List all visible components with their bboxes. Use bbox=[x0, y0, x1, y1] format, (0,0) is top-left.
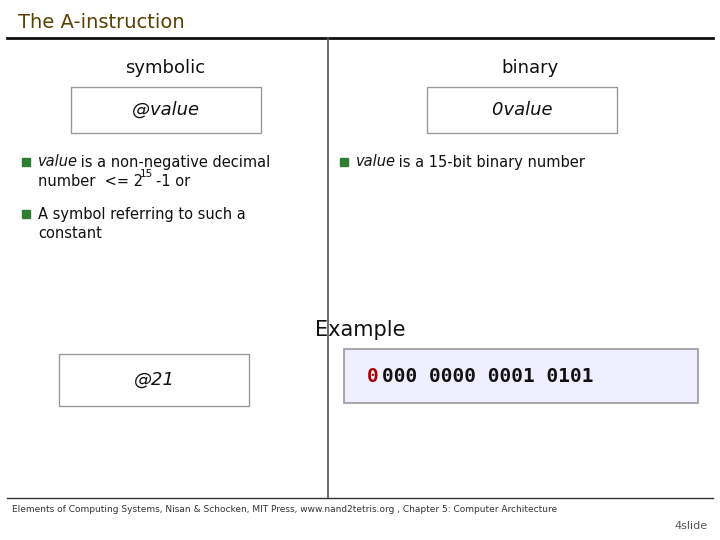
Text: @​value: @​value bbox=[132, 101, 199, 119]
Text: -1 or: -1 or bbox=[156, 174, 190, 190]
Text: binary: binary bbox=[501, 59, 559, 77]
Text: 000 0000 0001 0101: 000 0000 0001 0101 bbox=[382, 367, 593, 386]
FancyBboxPatch shape bbox=[427, 87, 617, 133]
Text: 15: 15 bbox=[140, 169, 153, 179]
Text: Elements of Computing Systems, Nisan & Schocken, MIT Press, www.nand2tetris.org : Elements of Computing Systems, Nisan & S… bbox=[12, 505, 557, 515]
Text: 0: 0 bbox=[367, 367, 379, 386]
Text: number  <= 2: number <= 2 bbox=[38, 174, 143, 190]
Text: 4slide: 4slide bbox=[675, 521, 708, 531]
Text: is a 15-bit binary number: is a 15-bit binary number bbox=[394, 154, 585, 170]
Bar bbox=[340, 158, 348, 166]
Text: is a non-negative decimal: is a non-negative decimal bbox=[76, 154, 270, 170]
Text: constant: constant bbox=[38, 226, 102, 241]
FancyBboxPatch shape bbox=[59, 354, 249, 406]
Text: A symbol referring to such a: A symbol referring to such a bbox=[38, 206, 246, 221]
Bar bbox=[22, 158, 30, 166]
Bar bbox=[22, 210, 30, 218]
Text: 0​value: 0​value bbox=[492, 101, 552, 119]
FancyBboxPatch shape bbox=[344, 349, 698, 403]
Text: value: value bbox=[38, 154, 78, 170]
Text: The A-instruction: The A-instruction bbox=[18, 12, 184, 31]
FancyBboxPatch shape bbox=[71, 87, 261, 133]
Text: value: value bbox=[356, 154, 396, 170]
Text: Example: Example bbox=[315, 320, 405, 340]
Text: symbolic: symbolic bbox=[125, 59, 205, 77]
Text: @21: @21 bbox=[133, 371, 174, 389]
